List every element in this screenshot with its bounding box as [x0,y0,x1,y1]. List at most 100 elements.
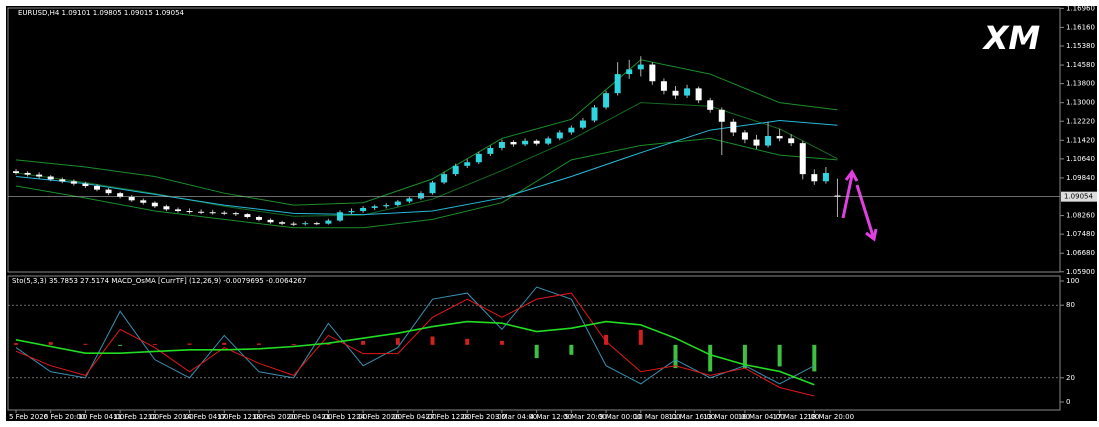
x-tick-label: 11 Mar 16:00 [668,413,715,421]
x-tick-label: 20 Feb 04:00 [287,413,333,421]
x-tick-label: 3 Mar 04:00 [495,413,537,421]
candle-body [487,147,494,154]
oscillator-line [15,292,815,397]
x-tick-label: 12 Feb 20:00 [148,413,194,421]
candle-body [464,162,471,166]
sub-frame [7,275,1061,411]
main-title: EURUSD,H4 1.09101 1.09805 1.09015 1.0905… [18,9,185,17]
candle-body [174,209,181,212]
histogram-bar [14,343,18,345]
arrow-down [855,184,878,242]
candle-body [325,220,332,224]
candle-body [255,217,262,220]
candle-body [579,120,586,128]
histogram-bar [638,329,643,345]
candle-body [140,200,147,203]
indicator-line [15,120,838,216]
histogram-bar [361,340,366,345]
candle-body [672,90,679,96]
histogram-bar [465,338,470,345]
indicator-line [15,137,838,229]
x-tick-label: 28 Feb 20:00 [460,413,506,421]
candle-body [741,132,748,140]
x-tick-label: 24 Feb 20:00 [356,413,402,421]
y-tick-label: 20 [1066,374,1075,382]
logo: XM [982,19,1041,57]
last-price-box [1061,191,1097,202]
x-tick-label: 9 Mar 00:00 [599,413,641,421]
sub-title: Sto(5,3,3) 35.7853 27.5174 MACD_OsMA [Cu… [12,277,306,285]
candle-body [822,172,829,182]
candle-body [811,174,818,182]
histogram-bar [291,344,296,346]
candle-body [313,223,320,225]
candle-body [186,211,193,213]
histogram-bar [152,344,157,346]
histogram-bar [395,338,400,345]
candle-body [556,132,563,139]
background [6,6,1097,421]
candle-body [730,121,737,133]
x-tick-label: 6 Feb 20:00 [44,413,85,421]
histogram-bar [812,344,817,372]
histogram-bar [118,344,123,346]
candle-body [336,212,343,221]
candle-body [649,64,656,82]
candle-body [684,88,691,96]
x-tick-label: 11 Feb 12:00 [113,413,159,421]
histogram-bar [777,344,782,367]
candle-body [718,109,725,122]
candle-body [765,136,772,146]
candle-body [93,186,100,190]
x-tick-label: 5 Mar 20:00 [564,413,606,421]
candle-body [660,81,667,91]
candle-body [452,165,459,175]
candle-body [70,181,77,184]
y-tick-label: 1.14580 [1066,61,1095,69]
indicator-line [15,59,838,206]
x-tick-label: 17 Feb 12:00 [217,413,263,421]
candle-body [244,214,251,218]
histogram-bar [742,344,747,369]
last-price-label: 1.09054 [1064,193,1093,201]
histogram-bar [673,344,678,369]
histogram-bar [222,342,227,345]
candle-body [371,206,378,208]
candle-body [279,222,286,224]
histogram-bar [708,344,713,372]
candle-body [128,196,135,201]
y-tick-label: 1.07480 [1066,230,1095,238]
y-tick-label: 1.15380 [1066,42,1095,50]
y-tick-label: 80 [1066,301,1075,309]
histogram-bar [430,336,435,345]
histogram-bar [187,343,192,345]
y-tick-label: 1.13000 [1066,99,1095,107]
histogram-bar [534,344,539,359]
candle-body [221,212,228,214]
histogram-bar [83,343,88,345]
candle-body [429,182,436,194]
candle-body [498,141,505,148]
candle-body [707,100,714,110]
y-tick-label: 1.12220 [1066,117,1095,125]
candle-body [776,136,783,139]
candle-body [788,138,795,144]
candle-body [105,189,112,194]
candle-body [394,201,401,206]
candle-body [522,140,529,145]
candle-body [417,193,424,199]
candle-body [163,206,170,210]
x-tick-label: 4 Mar 12:00 [530,413,572,421]
candle-body [348,211,355,213]
histogram-bar [604,334,609,345]
y-tick-label: 100 [1066,277,1079,285]
candle-body [36,174,43,177]
histogram-bar [499,340,504,345]
y-tick-label: 1.09840 [1066,174,1095,182]
candle-body [267,219,274,223]
oscillator-line [15,320,815,386]
histogram-bar [569,344,574,355]
candle-body [290,223,297,225]
